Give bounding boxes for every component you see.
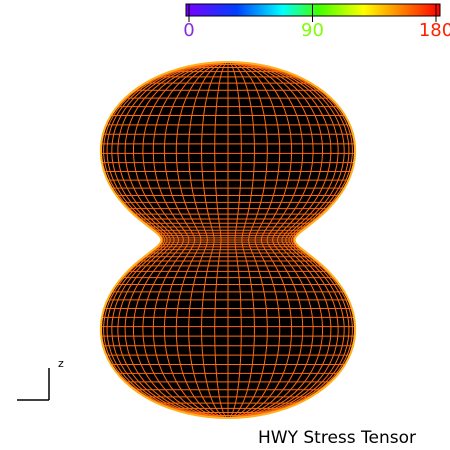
- wire: [214, 61, 229, 419]
- wire: [201, 61, 229, 419]
- wire: [227, 61, 353, 419]
- wire: [227, 61, 268, 419]
- wire: [117, 61, 229, 419]
- wire: [103, 61, 229, 419]
- wire: [227, 61, 293, 419]
- wire: [227, 61, 281, 419]
- glyph-outline: [99, 60, 357, 420]
- wire: [124, 61, 229, 419]
- axis-label: z: [58, 357, 64, 370]
- wire: [142, 61, 229, 419]
- colorbar-label: 0: [183, 20, 194, 41]
- axis-indicator: z: [17, 357, 64, 401]
- wire: [111, 61, 229, 419]
- colorbar-label: 180: [419, 20, 450, 41]
- wire: [106, 61, 229, 419]
- wire: [133, 61, 229, 419]
- wire: [227, 61, 339, 419]
- wire: [188, 61, 229, 419]
- colorbar-label: 90: [301, 20, 324, 41]
- wire: [227, 61, 242, 419]
- title: HWY Stress Tensor: [258, 428, 416, 448]
- stress-glyph: [99, 60, 357, 420]
- wire: [163, 61, 229, 419]
- wire: [227, 61, 345, 419]
- wire: [175, 61, 229, 419]
- wire: [227, 61, 255, 419]
- wire: [227, 61, 323, 419]
- wire: [152, 61, 229, 419]
- wire: [227, 61, 350, 419]
- wire: [227, 61, 332, 419]
- wire: [227, 61, 304, 419]
- wire: [227, 61, 314, 419]
